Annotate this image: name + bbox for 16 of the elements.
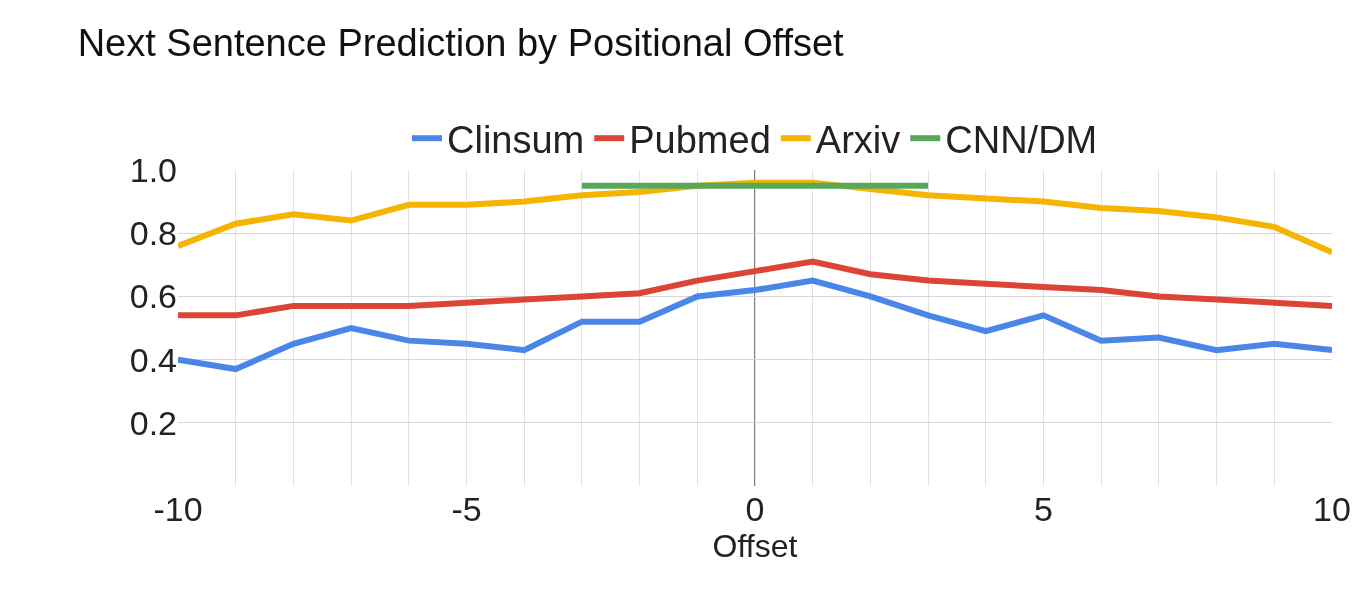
x-tick-label: 5 <box>1034 490 1053 528</box>
x-tick-label: -10 <box>153 490 203 528</box>
x-tick-label: -5 <box>451 490 482 528</box>
x-axis-title: Offset <box>712 528 798 564</box>
y-tick-label: 0.8 <box>129 214 177 253</box>
y-tick-label: 0.6 <box>129 277 177 316</box>
y-tick-label: 1.0 <box>129 150 177 189</box>
y-tick-label: 0.2 <box>129 403 177 442</box>
chart-title: Next Sentence Prediction by Positional Offset <box>77 22 845 65</box>
x-tick-label: 0 <box>745 490 765 528</box>
legend-label: Pubmed <box>629 119 771 162</box>
legend-label: Arxiv <box>815 119 901 162</box>
legend-label: CNN/DM <box>945 119 1098 162</box>
x-tick-label: 10 <box>1313 490 1351 528</box>
legend-label: Clinsum <box>447 119 585 162</box>
y-tick-label: 0.4 <box>129 340 177 379</box>
